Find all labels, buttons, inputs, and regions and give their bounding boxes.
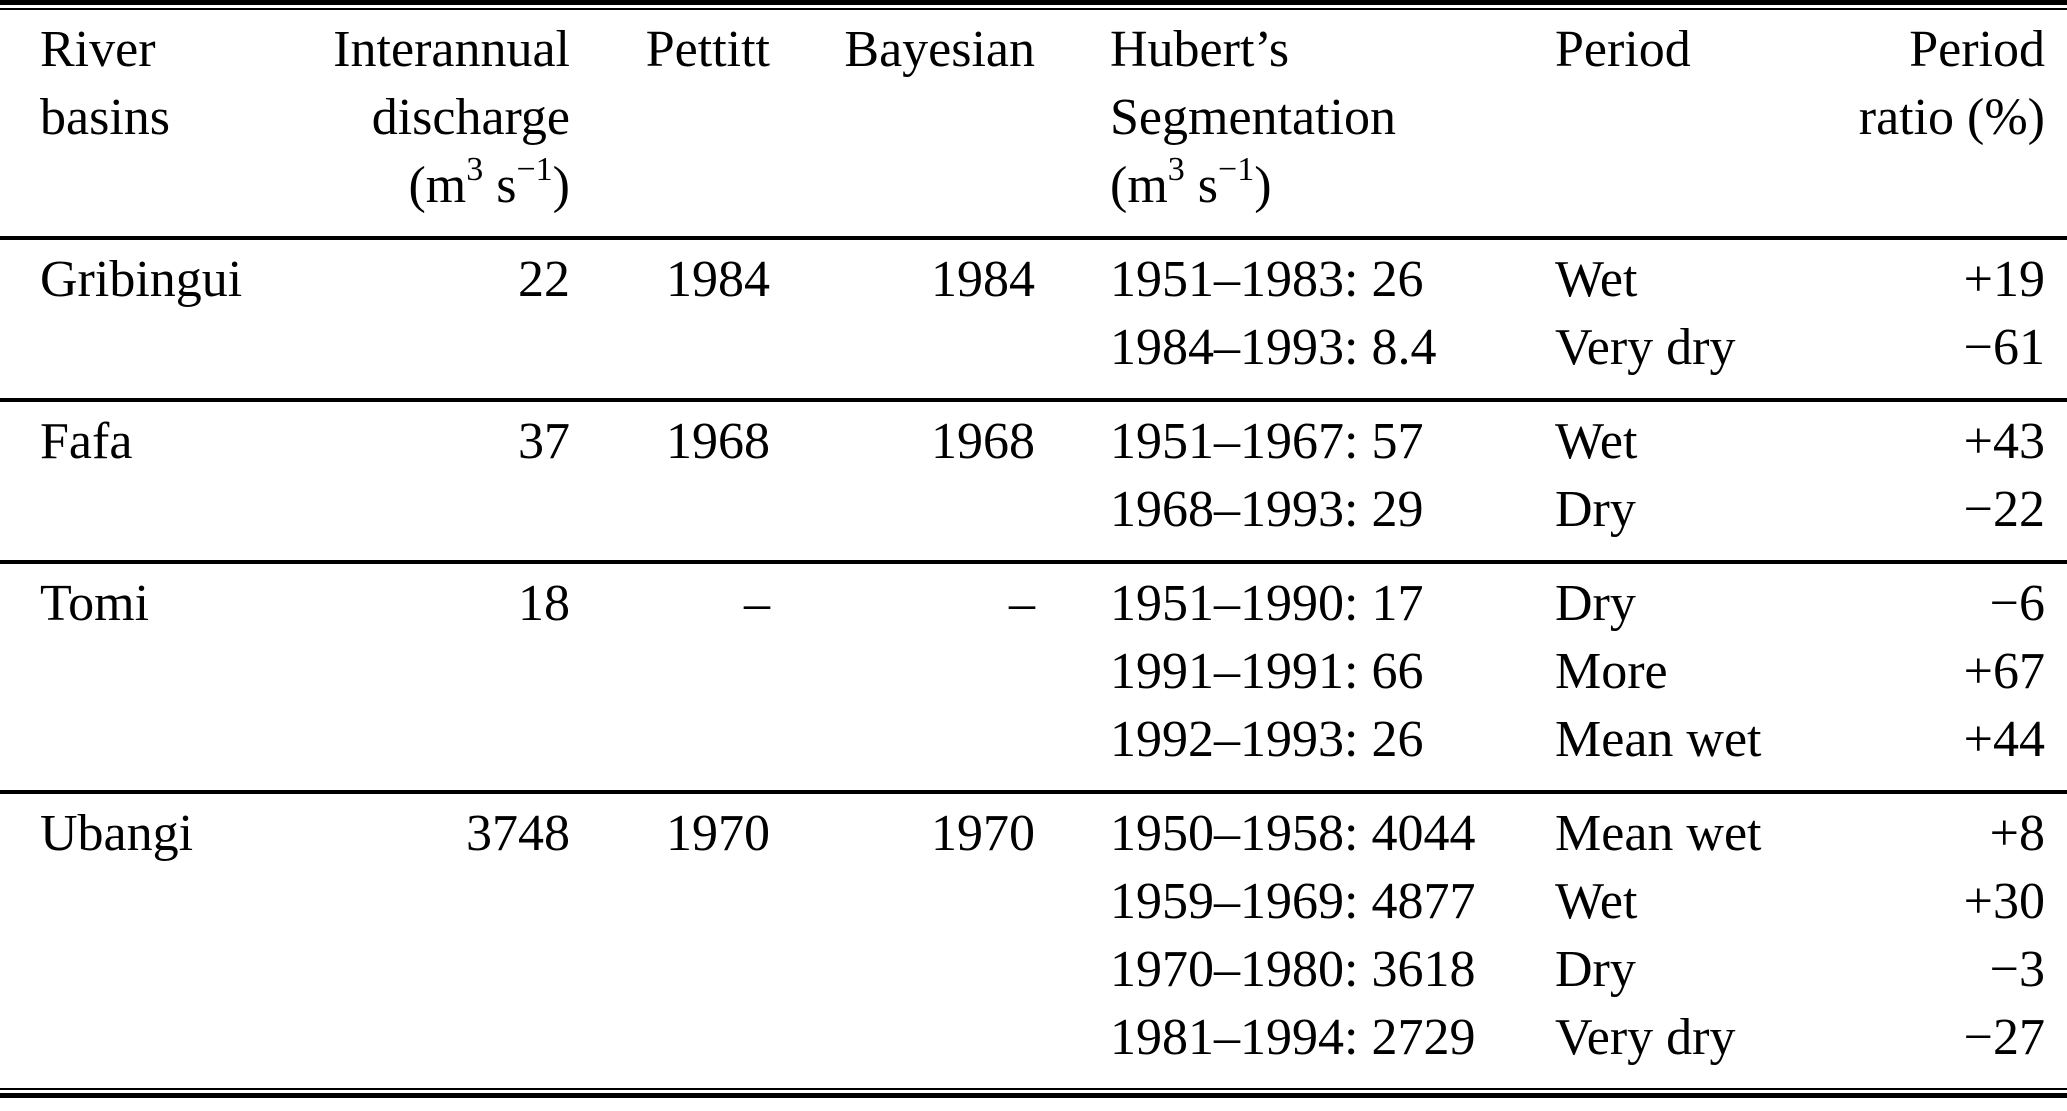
period-labels: Wet Very dry [1555,238,1855,402]
basin-name: Ubangi [40,805,194,862]
ratio-value: +44 [1963,711,2045,768]
ratio-values: +43 −22 [1855,400,2067,564]
table-row-ubangi: Ubangi 3748 1970 1970 1950–1958: 4044 19… [0,792,2067,1088]
table-top-rule [0,0,2067,10]
ratio-value: −61 [1963,319,2045,376]
segmentation-ranges: 1951–1983: 26 1984–1993: 8.4 [1035,238,1555,402]
basin-name: Gribingui [0,238,310,402]
ratio-value: −27 [1963,1009,2045,1066]
discharge-value: 3748 [466,805,570,862]
segment-range: 1951–1990: 17 [1110,575,1424,632]
ratio-values: −6 +67 +44 [1855,562,2067,794]
discharge-value: 18 [310,562,570,794]
ratio-value: +30 [1963,873,2045,930]
period-label: Dry [1555,941,1636,998]
pettitt-value: 1984 [570,238,770,402]
header-interannual-discharge: Interannual discharge (m3 s−1) [310,10,570,240]
header-river-basins: River basins [0,10,310,240]
discharge-value: 37 [310,400,570,564]
segment-range: 1981–1994: 2729 [1110,1009,1476,1066]
table-row-gribingui: Gribingui 22 1984 1984 1951–1983: 26 198… [0,238,2067,402]
period-label: Wet [1555,413,1638,470]
segment-range: 1992–1993: 26 [1110,711,1424,768]
header-bayesian: Bayesian [770,10,1035,240]
segmentation-ranges: 1950–1958: 4044 1959–1969: 4877 1970–198… [1035,792,1555,1088]
segment-range: 1951–1967: 57 [1110,413,1424,470]
ratio-value: −22 [1963,481,2045,538]
period-label: Wet [1555,873,1638,930]
ratio-values: +19 −61 [1855,238,2067,402]
table-row-fafa: Fafa 37 1968 1968 1951–1967: 57 1968–199… [0,400,2067,564]
period-labels: Dry More Mean wet [1555,562,1855,794]
period-labels: Wet Dry [1555,400,1855,564]
pettitt-value: – [570,562,770,794]
period-label: More [1555,643,1668,700]
basin-name: Tomi [0,562,310,794]
header-period: Period [1555,10,1855,240]
period-label: Very dry [1555,319,1736,376]
segmentation-ranges: 1951–1967: 57 1968–1993: 29 [1035,400,1555,564]
period-labels: Mean wet Wet Dry Very dry [1555,792,1855,1088]
segment-range: 1991–1991: 66 [1110,643,1424,700]
segment-range: 1970–1980: 3618 [1110,941,1476,998]
segment-range: 1950–1958: 4044 [1110,805,1476,862]
table-row-tomi: Tomi 18 – – 1951–1990: 17 1991–1991: 66 … [0,562,2067,794]
basin-name: Fafa [0,400,310,564]
bayesian-value: 1968 [770,400,1035,564]
ratio-value: +67 [1963,643,2045,700]
segment-range: 1951–1983: 26 [1110,251,1424,308]
period-label: Wet [1555,251,1638,308]
header-pettitt: Pettitt [570,10,770,240]
pettitt-value: 1970 [666,805,770,862]
discharge-value: 22 [310,238,570,402]
segment-range: 1959–1969: 4877 [1110,873,1476,930]
period-label: Dry [1555,481,1636,538]
ratio-value: +43 [1963,413,2045,470]
header-huberts-segmentation: Hubert’s Segmentation (m3 s−1) [1035,10,1555,240]
pettitt-value: 1968 [570,400,770,564]
period-label: Very dry [1555,1009,1736,1066]
period-label: Dry [1555,575,1636,632]
segment-range: 1984–1993: 8.4 [1110,319,1437,376]
segmentation-unit: (m3 s−1) [1110,151,1272,215]
segment-range: 1968–1993: 29 [1110,481,1424,538]
ratio-value: −6 [1989,575,2045,632]
ratio-values: +8 +30 −3 −27 [1855,792,2067,1088]
segmentation-ranges: 1951–1990: 17 1991–1991: 66 1992–1993: 2… [1035,562,1555,794]
table-bottom-rule [0,1088,2067,1098]
ratio-value: +8 [1989,805,2045,862]
ratio-value: +19 [1963,251,2045,308]
period-label: Mean wet [1555,805,1762,862]
river-basins-table: River basins Interannual discharge (m3 s… [0,10,2067,1088]
discharge-unit: (m3 s−1) [408,151,570,215]
bayesian-value: 1970 [931,805,1035,862]
bayesian-value: 1984 [770,238,1035,402]
ratio-value: −3 [1989,941,2045,998]
period-label: Mean wet [1555,711,1762,768]
header-row: River basins Interannual discharge (m3 s… [0,10,2067,240]
bayesian-value: – [770,562,1035,794]
header-period-ratio: Period ratio (%) [1855,10,2067,240]
